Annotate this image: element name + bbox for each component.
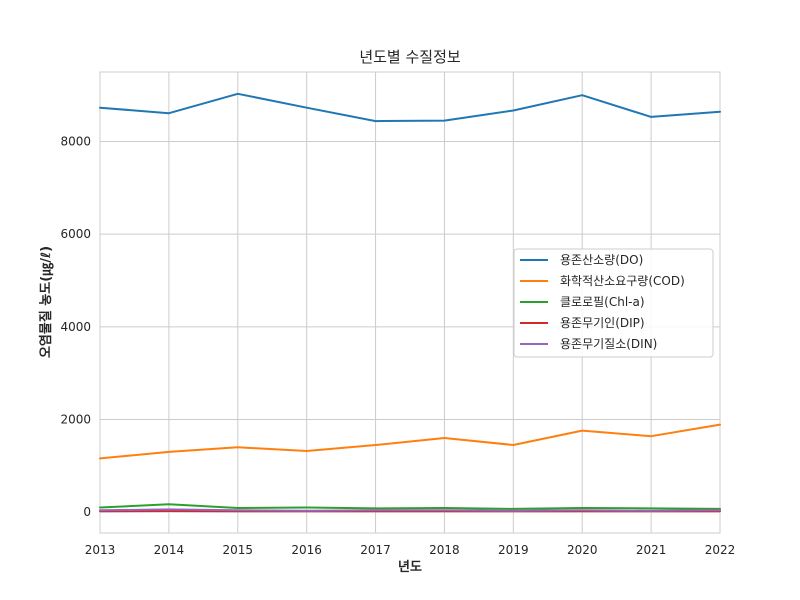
x-tick-label: 2017 bbox=[360, 543, 391, 557]
x-axis-label: 년도 bbox=[398, 560, 422, 575]
legend-label-3: 클로로필(Chl-a) bbox=[560, 295, 645, 309]
legend-label-4: 용존무기인(DIP) bbox=[560, 316, 645, 330]
y-axis-label: 오염물질 농도(㎍/ℓ) bbox=[38, 246, 55, 358]
x-tick-labels: 2013 2014 2015 2016 2017 2018 2019 2020 2021 2022 bbox=[85, 543, 736, 557]
legend-label-2: 화학적산소요구량(COD) bbox=[560, 274, 685, 288]
chart-title: 년도별 수질정보 bbox=[359, 48, 461, 66]
x-tick-label: 2020 bbox=[567, 543, 598, 557]
x-tick-label: 2022 bbox=[705, 543, 736, 557]
x-tick-label: 2015 bbox=[223, 543, 254, 557]
x-tick-label: 2021 bbox=[636, 543, 667, 557]
series-lines bbox=[99, 92, 721, 513]
y-tick-label: 2000 bbox=[60, 412, 91, 426]
series-line-1 bbox=[99, 92, 721, 123]
y-tick-labels: 0 2000 4000 6000 8000 bbox=[60, 134, 91, 519]
x-tick-label: 2016 bbox=[291, 543, 322, 557]
legend-label-1: 용존산소량(DO) bbox=[560, 253, 643, 267]
y-tick-label: 4000 bbox=[60, 320, 91, 334]
series-line-5 bbox=[99, 508, 721, 512]
series-line-3 bbox=[99, 503, 721, 510]
plot-area-frame bbox=[99, 71, 721, 534]
x-tick-label: 2014 bbox=[154, 543, 185, 557]
y-tick-label: 8000 bbox=[60, 134, 91, 148]
y-tick-label: 0 bbox=[83, 505, 91, 519]
y-tick-label: 6000 bbox=[60, 227, 91, 241]
legend-label-5: 용존무기질소(DIN) bbox=[560, 337, 657, 351]
series-line-2 bbox=[99, 423, 721, 460]
x-tick-label: 2019 bbox=[498, 543, 529, 557]
x-tick-label: 2018 bbox=[429, 543, 460, 557]
x-tick-label: 2013 bbox=[85, 543, 116, 557]
legend: 용존산소량(DO) 화학적산소요구량(COD) 클로로필(Chl-a) 용존무기인(D… bbox=[513, 248, 714, 358]
legend-box bbox=[513, 248, 714, 358]
